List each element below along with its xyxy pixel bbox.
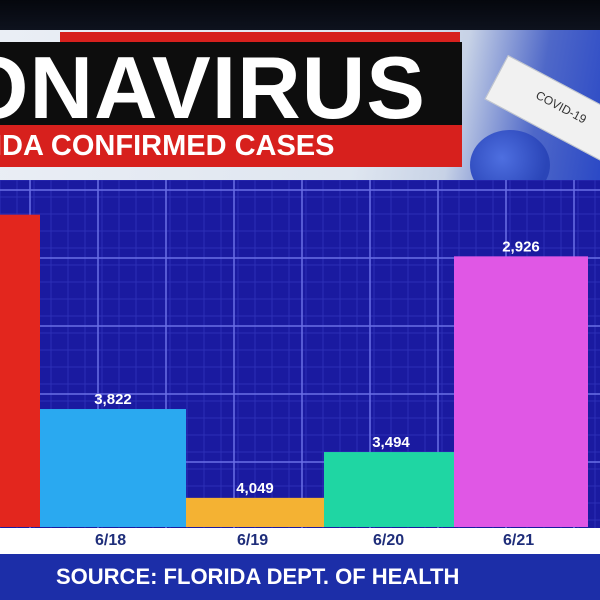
banner-red-accent xyxy=(60,32,460,44)
bar-chart: 3,822 4,049 3,494 2,926 xyxy=(0,180,600,530)
blue-glove-photo xyxy=(470,130,550,182)
x-tick-6/20: 6/20 xyxy=(373,532,405,549)
data-label-6/19: 4,049 xyxy=(236,480,274,497)
x-tick-6/19: 6/19 xyxy=(237,532,269,549)
x-tick-6/21: 6/21 xyxy=(503,532,535,549)
date-axis-strip xyxy=(0,528,600,554)
source-strip xyxy=(0,554,600,600)
banner-subtitle-background xyxy=(0,125,462,167)
banner-title-background xyxy=(0,42,462,137)
banner-title: ONAVIRUS xyxy=(0,38,426,137)
x-tick-6/18: 6/18 xyxy=(95,532,127,549)
data-label-6/21: 2,926 xyxy=(502,238,540,255)
bar-6/18 xyxy=(40,409,186,527)
bar-6/20 xyxy=(324,452,458,527)
bar-chart-svg: 3,822 4,049 3,494 2,926 xyxy=(0,180,600,530)
bar-6/21 xyxy=(454,256,588,527)
banner-subtitle: IDA CONFIRMED CASES xyxy=(0,130,335,162)
data-label-6/18: 3,822 xyxy=(94,391,132,408)
data-label-6/20: 3,494 xyxy=(372,434,410,451)
bar-6/19 xyxy=(186,497,324,527)
bar-partial xyxy=(0,214,40,527)
source-credit: SOURCE: FLORIDA DEPT. OF HEALTH xyxy=(56,564,460,589)
